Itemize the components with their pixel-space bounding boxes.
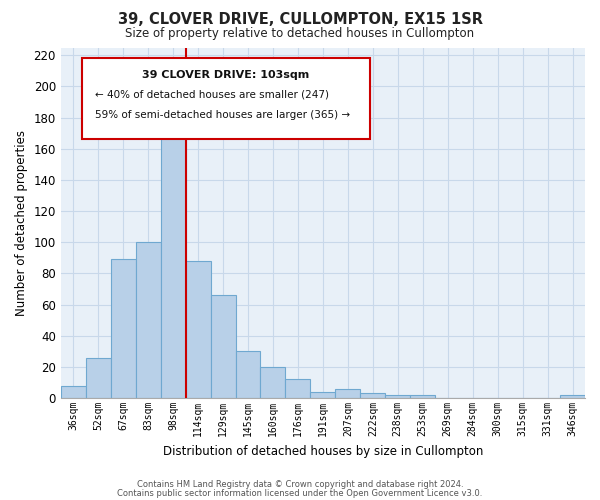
Bar	[410, 395, 435, 398]
Text: 39 CLOVER DRIVE: 103sqm: 39 CLOVER DRIVE: 103sqm	[142, 70, 310, 81]
Text: Size of property relative to detached houses in Cullompton: Size of property relative to detached ho…	[125, 28, 475, 40]
Text: ← 40% of detached houses are smaller (247): ← 40% of detached houses are smaller (24…	[95, 90, 329, 100]
Bar	[260, 367, 286, 398]
Text: Contains public sector information licensed under the Open Government Licence v3: Contains public sector information licen…	[118, 488, 482, 498]
Text: 39, CLOVER DRIVE, CULLOMPTON, EX15 1SR: 39, CLOVER DRIVE, CULLOMPTON, EX15 1SR	[118, 12, 482, 28]
Bar	[335, 389, 361, 398]
Text: 59% of semi-detached houses are larger (365) →: 59% of semi-detached houses are larger (…	[95, 110, 350, 120]
X-axis label: Distribution of detached houses by size in Cullompton: Distribution of detached houses by size …	[163, 444, 483, 458]
Y-axis label: Number of detached properties: Number of detached properties	[15, 130, 28, 316]
Bar	[310, 392, 335, 398]
Bar	[61, 386, 86, 398]
Bar	[185, 261, 211, 398]
Bar	[286, 380, 310, 398]
Bar	[560, 395, 585, 398]
Bar	[136, 242, 161, 398]
Bar	[111, 260, 136, 398]
Bar	[385, 395, 410, 398]
Bar	[161, 126, 185, 398]
Bar	[236, 352, 260, 398]
FancyBboxPatch shape	[82, 58, 370, 138]
Text: Contains HM Land Registry data © Crown copyright and database right 2024.: Contains HM Land Registry data © Crown c…	[137, 480, 463, 489]
Bar	[361, 394, 385, 398]
Bar	[86, 358, 111, 398]
Bar	[211, 296, 236, 398]
